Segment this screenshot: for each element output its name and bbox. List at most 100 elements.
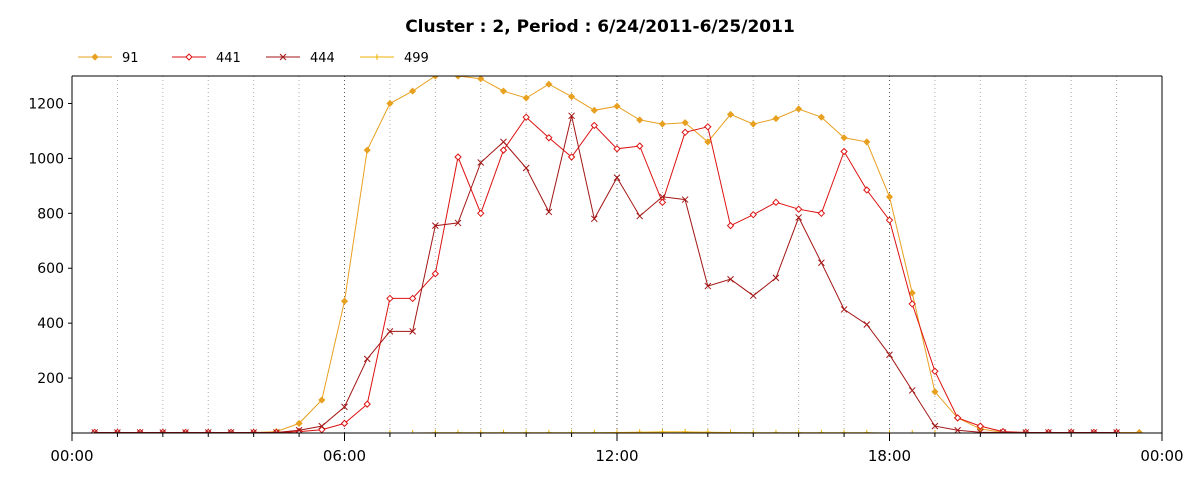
point-441-20 [545, 134, 553, 142]
series-444 [91, 112, 1120, 433]
legend-item-91: 91 [78, 51, 139, 66]
point-441-39 [976, 422, 985, 430]
point-444-43 [1067, 429, 1075, 433]
point-91-35 [885, 193, 894, 201]
point-91-13 [386, 99, 394, 108]
axes: 200 400 600 800 1000 1200 00:00 06:00 12:00 18:00… [28, 75, 1184, 465]
point-444-15 [431, 222, 439, 230]
y-tick-label-1200: 1200 [28, 96, 64, 112]
point-91-15 [431, 76, 439, 80]
point-91-19 [522, 94, 530, 102]
point-91-46 [1135, 428, 1143, 433]
legend-item-499: 499 [360, 51, 429, 66]
legend-marker-441 [185, 53, 193, 61]
chart-legend: 91 441 444 499 [78, 51, 429, 66]
point-499-23 [909, 430, 916, 433]
point-444-37 [931, 422, 939, 430]
point-441-12 [363, 400, 371, 408]
y-tick-label-800: 800 [37, 206, 64, 222]
point-441-34 [863, 186, 871, 194]
point-91-12 [363, 146, 371, 154]
point-444-33 [840, 306, 848, 313]
point-499-11 [636, 429, 643, 433]
x-tick-label-2: 12:00 [595, 447, 638, 465]
point-499-24 [931, 430, 938, 433]
point-91-20 [545, 80, 553, 88]
point-444-25 [659, 193, 666, 201]
point-441-38 [953, 414, 962, 422]
point-444-31 [795, 214, 803, 221]
point-91-34 [863, 138, 871, 146]
point-444-44 [1090, 429, 1098, 433]
point-499-15 [727, 429, 734, 433]
x-tick-label-4: 00:00 [1140, 447, 1183, 465]
point-444-24 [636, 212, 644, 220]
legend-label-444: 444 [310, 51, 335, 66]
grid-lines [116, 76, 1118, 433]
series-line-444 [94, 115, 1117, 433]
point-444-10 [318, 422, 326, 430]
point-441-14 [408, 294, 417, 303]
point-444-32 [818, 259, 825, 267]
legend-marker-499 [374, 54, 380, 60]
point-444-26 [681, 196, 689, 203]
point-499-12 [659, 428, 666, 433]
point-444-29 [749, 292, 757, 300]
point-91-37 [931, 388, 939, 396]
point-444-0 [91, 429, 99, 433]
point-444-7 [250, 429, 258, 433]
point-499-1 [409, 430, 416, 433]
point-441-21 [567, 153, 576, 161]
point-444-23 [613, 174, 621, 181]
point-444-38 [954, 426, 961, 433]
point-91-18 [499, 87, 508, 95]
chart-title: Cluster : 2, Period : 6/24/2011-6/25/201… [405, 17, 795, 37]
point-91-31 [795, 105, 803, 113]
point-441-13 [386, 294, 394, 303]
point-91-10 [318, 396, 326, 404]
point-91-28 [726, 110, 735, 119]
y-tick-label-200: 200 [37, 371, 64, 387]
point-441-23 [613, 145, 621, 153]
point-444-20 [545, 208, 553, 216]
point-444-6 [227, 429, 235, 433]
point-91-30 [772, 114, 780, 123]
series-layer [91, 76, 1143, 433]
legend-label-91: 91 [122, 51, 139, 66]
point-441-25 [658, 198, 667, 207]
point-91-14 [409, 87, 417, 95]
point-499-13 [682, 428, 689, 433]
point-441-30 [772, 198, 780, 207]
point-91-22 [590, 106, 598, 114]
series-441 [91, 113, 1121, 433]
point-441-27 [704, 123, 712, 131]
point-441-17 [477, 209, 485, 218]
point-444-40 [999, 429, 1007, 433]
legend-item-444: 444 [266, 51, 335, 66]
x-tick-label-1: 06:00 [323, 447, 366, 465]
point-444-11 [341, 403, 348, 411]
point-441-33 [840, 147, 848, 156]
point-444-2 [136, 429, 144, 433]
legend-item-441: 441 [172, 51, 241, 66]
series-91 [91, 76, 1143, 433]
point-441-32 [817, 209, 826, 218]
point-441-19 [522, 113, 530, 121]
point-444-27 [704, 282, 712, 290]
point-444-45 [1113, 429, 1120, 433]
point-91-26 [681, 119, 689, 127]
x-tick-label-3: 18:00 [868, 447, 911, 465]
point-91-29 [749, 120, 757, 128]
point-444-12 [363, 355, 371, 363]
point-91-21 [568, 93, 576, 101]
point-441-29 [749, 210, 757, 219]
point-444-5 [204, 429, 212, 433]
point-441-40 [999, 427, 1007, 433]
legend-label-441: 441 [216, 51, 241, 66]
point-441-22 [590, 121, 598, 130]
point-444-17 [477, 159, 485, 166]
point-441-26 [681, 128, 689, 137]
point-444-41 [1022, 429, 1030, 433]
